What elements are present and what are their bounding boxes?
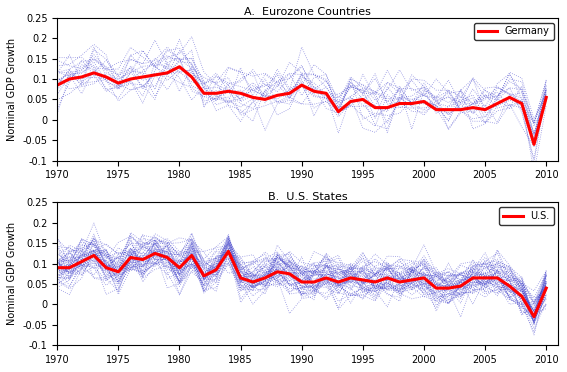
Legend: U.S.: U.S. xyxy=(500,207,553,225)
Y-axis label: Nominal GDP Growth: Nominal GDP Growth xyxy=(7,222,17,326)
Legend: Germany: Germany xyxy=(473,23,553,40)
Title: B.  U.S. States: B. U.S. States xyxy=(268,192,348,202)
Title: A.  Eurozone Countries: A. Eurozone Countries xyxy=(244,7,371,17)
Y-axis label: Nominal GDP Growth: Nominal GDP Growth xyxy=(7,38,17,141)
